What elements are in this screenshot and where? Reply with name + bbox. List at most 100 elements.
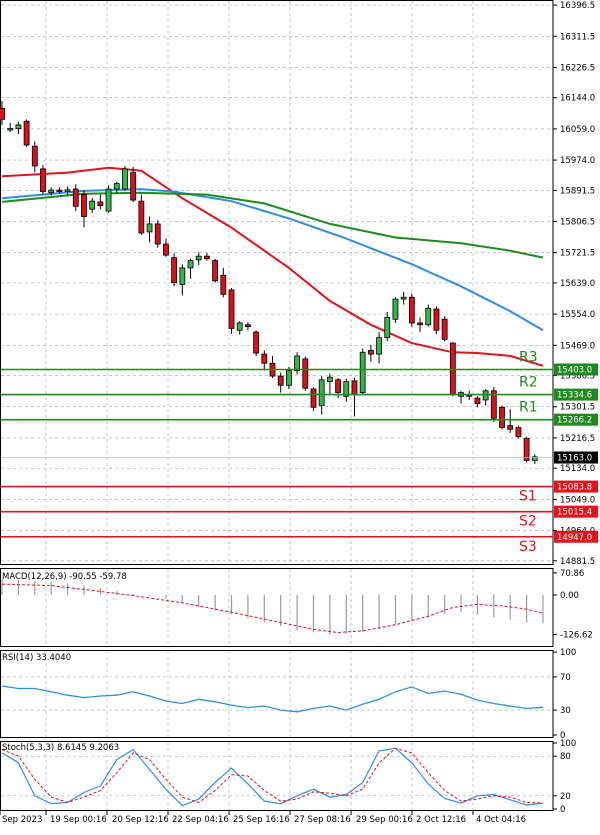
candle-body bbox=[31, 145, 38, 167]
candle-body bbox=[302, 358, 309, 389]
candle-body bbox=[130, 172, 137, 201]
macd-ytick-label: 0.00 bbox=[560, 591, 579, 601]
ytick-label: 16311.5 bbox=[560, 32, 595, 42]
macd-ytick-label: -126.62 bbox=[560, 631, 593, 641]
ytick-label: 15554.0 bbox=[560, 310, 595, 320]
stoch-ytick-label: 100 bbox=[560, 739, 576, 749]
candle-body bbox=[179, 267, 186, 285]
candle-body bbox=[204, 255, 210, 260]
pivot-label-r3: R3 bbox=[519, 350, 538, 366]
xtick-label: 29 Sep 00:16 bbox=[356, 815, 413, 825]
candle-body bbox=[97, 201, 104, 206]
candle-body bbox=[376, 337, 382, 355]
candle-body bbox=[384, 317, 391, 338]
xtick-label: 19 Sep 00:16 bbox=[50, 815, 107, 825]
pivot-price-tag-s2 bbox=[554, 505, 598, 518]
pivot-price-tag-r3 bbox=[554, 363, 598, 376]
rsi-ytick-label: 30 bbox=[560, 706, 571, 716]
ytick-label: 15891.5 bbox=[560, 186, 595, 196]
macd-signal-line bbox=[1, 583, 544, 634]
candle-body bbox=[294, 355, 300, 372]
xtick-label: 25 Sep 16:16 bbox=[233, 815, 290, 825]
candle-body bbox=[261, 353, 268, 364]
candle-body bbox=[72, 188, 79, 207]
candle-body bbox=[56, 189, 63, 193]
rsi-line bbox=[1, 685, 544, 713]
current-price-value: 15163.0 bbox=[557, 454, 592, 464]
candle-body bbox=[285, 370, 292, 386]
candle-body bbox=[0, 107, 5, 120]
ytick-label: 15469.0 bbox=[560, 341, 595, 351]
pivot-price-tag-r2 bbox=[554, 388, 598, 401]
ytick-label: 16144.0 bbox=[560, 94, 595, 104]
candle-body bbox=[499, 406, 505, 428]
rsi-ytick-label: 70 bbox=[560, 673, 571, 683]
panel-frame-3 bbox=[0, 741, 554, 811]
ytick-label: 15639.0 bbox=[560, 279, 595, 289]
candle-body bbox=[392, 298, 399, 320]
xtick-label: 27 Sep 08:16 bbox=[294, 815, 351, 825]
candle-body bbox=[335, 379, 341, 394]
pivot-price-tag-s3 bbox=[554, 530, 598, 543]
candle-body bbox=[507, 425, 514, 430]
candle-body bbox=[433, 308, 440, 331]
stoch-indicator-label: Stoch(5,3,3) 8.6145 9.2063 bbox=[2, 743, 119, 753]
candle-body bbox=[195, 255, 202, 261]
ytick-label: 16226.5 bbox=[560, 63, 595, 73]
macd-indicator-label: MACD(12,26,9) -90.55 -59.78 bbox=[2, 572, 127, 582]
pivot-label-s2: S2 bbox=[519, 514, 537, 530]
candle-body bbox=[318, 379, 325, 406]
candle-body bbox=[15, 124, 22, 129]
xtick-label: 2 Oct 12:16 bbox=[416, 815, 466, 825]
panel-frame-0 bbox=[0, 0, 554, 565]
stoch-ytick-label: 20 bbox=[560, 792, 571, 802]
candle-body bbox=[474, 397, 481, 405]
pivot-price-value: 14947.0 bbox=[557, 533, 592, 543]
candle-body bbox=[490, 390, 497, 419]
candle-body bbox=[187, 260, 194, 269]
pivot-label-s1: S1 bbox=[519, 489, 537, 505]
ytick-label: 15134.0 bbox=[560, 464, 595, 474]
candle-body bbox=[425, 307, 432, 326]
ytick-label: 15974.0 bbox=[560, 156, 595, 166]
xtick-label: 22 Sep 04:16 bbox=[172, 815, 229, 825]
candle-body bbox=[113, 183, 120, 190]
macd-ytick-label: 70.86 bbox=[560, 569, 584, 579]
current-price-tag bbox=[554, 451, 598, 464]
candle-body bbox=[122, 168, 128, 190]
stoch-main-line bbox=[1, 747, 544, 807]
pivot-price-tag-s1 bbox=[554, 480, 598, 493]
ytick-label: 15806.5 bbox=[560, 218, 595, 228]
candle-body bbox=[408, 296, 415, 324]
candle-body bbox=[40, 168, 46, 193]
pivot-label-r2: R2 bbox=[519, 375, 538, 391]
xtick-label: 20 Sep 12:16 bbox=[112, 815, 169, 825]
ytick-label: 14881.5 bbox=[560, 557, 595, 567]
stoch-ytick-label: 80 bbox=[560, 752, 571, 762]
pivot-price-tag-r1 bbox=[554, 413, 598, 426]
candle-body bbox=[138, 200, 145, 234]
candle-body bbox=[212, 260, 219, 282]
pivot-price-value: 15083.8 bbox=[557, 483, 592, 493]
rsi-ytick-label: 0 bbox=[560, 731, 565, 741]
rsi-indicator-label: RSI(14) 33.4040 bbox=[2, 653, 71, 663]
candle-body bbox=[171, 257, 178, 283]
moving-average-line-1 bbox=[1, 188, 544, 332]
candle-body bbox=[154, 223, 161, 245]
pivot-price-value: 15015.4 bbox=[557, 508, 592, 518]
stoch-ytick-label: 0 bbox=[560, 805, 565, 815]
candle-body bbox=[7, 128, 14, 131]
candle-body bbox=[253, 331, 260, 354]
pivot-label-s3: S3 bbox=[519, 539, 537, 555]
candle-body bbox=[48, 189, 55, 194]
candle-body bbox=[515, 427, 522, 438]
candle-body bbox=[277, 375, 284, 386]
pivot-price-value: 15334.6 bbox=[557, 391, 592, 401]
ytick-label: 15301.5 bbox=[560, 403, 595, 413]
candle-body bbox=[23, 120, 30, 146]
candle-body bbox=[441, 318, 448, 340]
ytick-label: 15216.5 bbox=[560, 434, 595, 444]
candle-body bbox=[146, 223, 153, 233]
pivot-label-r1: R1 bbox=[519, 400, 538, 416]
